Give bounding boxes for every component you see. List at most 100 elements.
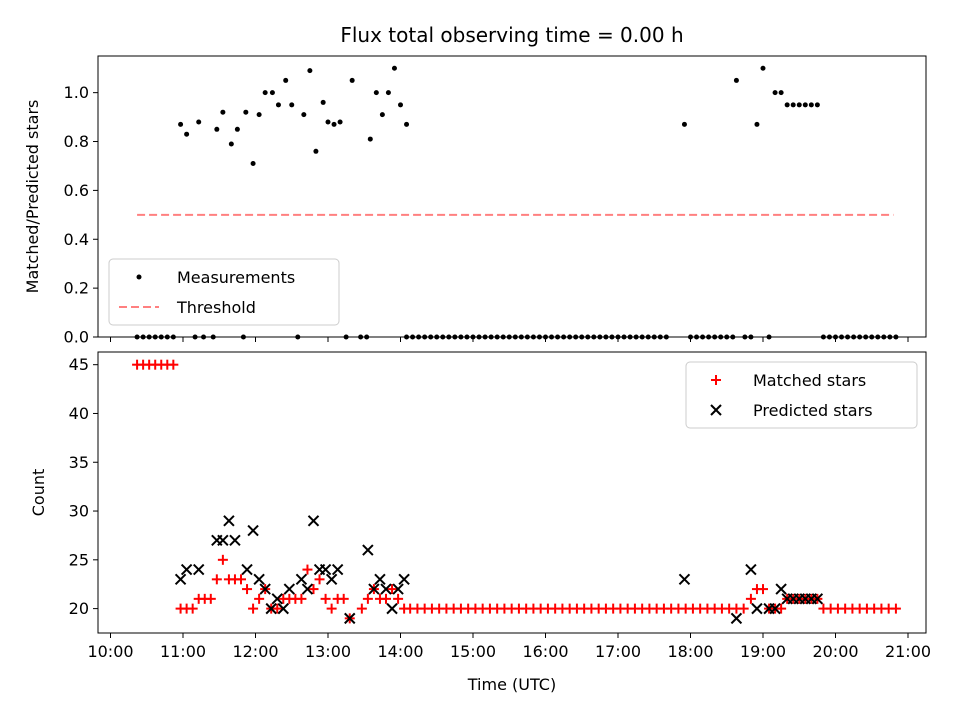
x-tick-label: 19:00 (740, 642, 786, 661)
matched-star-point (320, 593, 331, 604)
predicted-star-point (769, 602, 781, 615)
measurement-point (320, 99, 326, 105)
measurement-point (718, 334, 724, 340)
measurement-point (349, 77, 355, 83)
measurement-point (250, 161, 256, 167)
matched-star-point (168, 359, 179, 370)
measurement-point (358, 334, 364, 340)
measurement-point (881, 334, 887, 340)
measurement-point (331, 121, 337, 127)
measurement-point (887, 334, 893, 340)
measurement-point (700, 334, 706, 340)
measurement-point (663, 334, 669, 340)
measurement-point (170, 334, 176, 340)
measurement-point (146, 334, 152, 340)
top-y-tick-label: 0.8 (64, 132, 89, 151)
measurement-point (512, 334, 518, 340)
cross-b (193, 563, 205, 576)
legend-label-matched-stars: Matched stars (753, 371, 866, 390)
predicted-star-point (295, 573, 308, 586)
predicted-star-point (241, 563, 253, 576)
predicted-star-point (368, 583, 380, 595)
top-axes-frame (97, 55, 927, 338)
measurement-point (234, 126, 240, 132)
predicted-star-point (344, 612, 356, 625)
measurement-point (283, 77, 289, 83)
matched-star-point (387, 584, 398, 595)
x-tick-label: 18:00 (667, 642, 713, 661)
matched-star-point (745, 593, 756, 604)
cross-b (174, 573, 187, 586)
measurement-point (295, 334, 301, 340)
cross-b (253, 573, 265, 586)
measurement-point (790, 102, 796, 108)
cross-b (710, 404, 722, 416)
measurement-point (184, 131, 190, 137)
measurement-point (633, 334, 639, 340)
measurement-point (214, 126, 220, 132)
legend-marker-matched-stars (711, 375, 721, 385)
bottom-y-tick-label: 25 (69, 550, 89, 569)
x-tick-label: 15:00 (450, 642, 496, 661)
cross-b (223, 515, 235, 527)
measurement-point (567, 334, 573, 340)
bottom-y-tick-label: 30 (69, 502, 89, 521)
cross-b (217, 534, 229, 547)
measurement-point (603, 334, 609, 340)
measurement-point (536, 334, 542, 340)
cross-b (277, 602, 289, 615)
matched-star-point (308, 584, 319, 595)
predicted-star-point (174, 573, 187, 586)
measurement-point (869, 334, 875, 340)
measurement-point (178, 121, 184, 127)
measurement-point (808, 102, 814, 108)
matched-star-point (254, 593, 265, 604)
matched-star-point (738, 603, 749, 614)
top-y-axis-label: Matched/Predicted stars (23, 100, 42, 294)
measurement-point (712, 334, 718, 340)
measurement-point (681, 121, 687, 127)
measurement-point (458, 334, 464, 340)
measurement-point (134, 334, 140, 340)
cross-b (386, 602, 398, 615)
top-y-tick-label: 1.0 (64, 83, 89, 102)
predicted-star-point (223, 515, 235, 527)
cross-b (745, 563, 757, 576)
measurement-point (373, 90, 379, 96)
cross-b (259, 583, 271, 595)
measurement-point (243, 109, 249, 115)
measurement-point (391, 65, 397, 71)
legend-plus-glyph (711, 375, 721, 385)
measurement-point (579, 334, 585, 340)
measurement-point (730, 334, 736, 340)
matched-star-point (211, 574, 222, 585)
measurement-point (724, 334, 730, 340)
measurement-point (416, 334, 422, 340)
x-tick-label: 11:00 (160, 642, 206, 661)
measurement-point (573, 334, 579, 340)
predicted-star-point (392, 583, 404, 595)
predicted-star-point (362, 544, 374, 556)
predicted-star-point (325, 573, 338, 586)
measurement-point (289, 102, 295, 108)
measurement-point (196, 119, 202, 125)
measurement-point (742, 334, 748, 340)
measurement-point (857, 334, 863, 340)
predicted-star-point (374, 573, 386, 586)
bottom-legend-box (685, 361, 918, 429)
predicted-star-point (229, 534, 241, 547)
measurement-point (833, 334, 838, 340)
measurement-point (802, 102, 808, 108)
measurement-point (766, 334, 772, 340)
x-axis-label: Time (UTC) (467, 675, 556, 694)
measurement-point (784, 102, 790, 108)
x-tick-label: 16:00 (522, 642, 568, 661)
top-y-tick-label: 0.2 (64, 279, 89, 298)
predicted-star-point (398, 573, 410, 586)
measurement-point (464, 334, 470, 340)
cross-b (307, 515, 320, 527)
predicted-star-point (319, 563, 332, 576)
measurement-point (706, 334, 712, 340)
measurement-point (140, 334, 146, 340)
cross-b (283, 583, 296, 595)
